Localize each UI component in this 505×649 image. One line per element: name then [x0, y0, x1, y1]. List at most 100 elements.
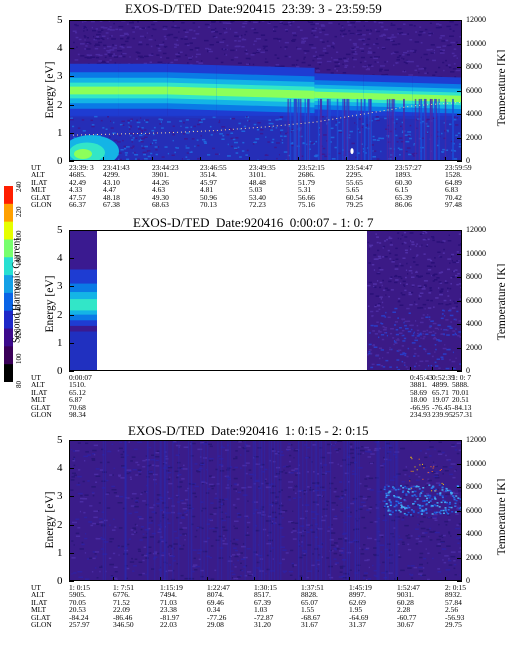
noise-cell	[238, 514, 242, 516]
striation	[348, 440, 351, 581]
noise-cell	[160, 499, 161, 501]
noise-cell	[371, 65, 374, 67]
time-tick-mark	[69, 367, 70, 371]
noise-cell	[404, 500, 407, 502]
striation	[221, 440, 223, 581]
noise-cell	[434, 472, 439, 475]
noise-cell	[319, 447, 323, 449]
noise-cell	[173, 36, 178, 39]
noise-cell	[427, 365, 430, 367]
noise-cell	[227, 560, 233, 562]
emission-cell	[423, 500, 426, 502]
noise-cell	[280, 546, 285, 548]
noise-cell	[221, 138, 225, 140]
noise-cell	[144, 145, 148, 148]
noise-cell	[376, 119, 380, 122]
noise-cell	[338, 538, 343, 540]
striation	[343, 440, 345, 581]
noise-cell	[229, 28, 231, 30]
noise-cell	[175, 454, 180, 456]
noise-cell	[314, 155, 318, 158]
emission-cell	[392, 486, 395, 489]
noise-cell	[349, 443, 353, 445]
noise-cell	[301, 545, 303, 547]
striation	[329, 440, 332, 581]
noise-cell	[442, 490, 447, 493]
orbit-value: -84.13	[452, 402, 472, 412]
noise-cell	[333, 477, 336, 479]
noise-cell	[185, 156, 188, 158]
noise-cell	[242, 566, 246, 568]
noise-cell	[234, 148, 238, 151]
noise-cell	[219, 498, 223, 501]
noise-cell	[328, 526, 330, 528]
noise-cell	[241, 150, 245, 152]
noise-cell	[379, 534, 384, 536]
noise-cell	[234, 141, 238, 144]
noise-cell	[376, 241, 379, 244]
striation	[378, 440, 380, 581]
emission-cell	[395, 500, 398, 503]
emission-cell	[439, 492, 442, 494]
noise-cell	[78, 576, 84, 578]
energy-tick-label: 0	[57, 575, 63, 587]
noise-cell	[119, 152, 122, 154]
noise-cell	[321, 495, 323, 497]
noise-cell	[200, 60, 203, 62]
noise-cell	[338, 63, 341, 65]
temperature-tick-label: 4000	[466, 319, 482, 328]
noise-cell	[316, 494, 321, 496]
emission-cell	[422, 500, 425, 502]
orbit-value: 31.67	[301, 620, 318, 629]
noise-cell	[147, 26, 151, 28]
noise-cell	[162, 467, 168, 469]
noise-cell	[431, 471, 436, 474]
noise-cell	[328, 22, 333, 24]
noise-cell	[271, 448, 275, 450]
noise-cell	[146, 491, 148, 493]
noise-cell	[93, 516, 98, 519]
noise-cell	[411, 284, 415, 286]
noise-cell	[454, 269, 458, 271]
noise-cell	[320, 466, 323, 469]
noise-cell	[404, 524, 409, 527]
noise-cell	[318, 554, 321, 556]
noise-cell	[73, 456, 76, 458]
noise-cell	[149, 536, 154, 538]
emission-cell	[438, 511, 441, 513]
noise-cell	[406, 147, 411, 149]
emission-cell	[420, 492, 423, 494]
noise-cell	[146, 133, 149, 136]
emission-cell	[383, 505, 386, 507]
temperature-tick-label: 12000	[466, 435, 486, 444]
noise-cell	[121, 124, 125, 126]
noise-cell	[265, 482, 269, 485]
noise-cell	[374, 575, 378, 577]
noise-cell	[101, 480, 107, 482]
noise-cell	[160, 539, 164, 541]
noise-cell	[155, 452, 160, 454]
emission-cell	[417, 485, 420, 488]
temperature-tick-label: 4000	[466, 529, 482, 538]
emission-cell	[388, 513, 391, 516]
noise-cell	[394, 268, 399, 270]
striation	[166, 440, 168, 581]
striation	[346, 98, 349, 161]
noise-cell	[341, 559, 347, 561]
noise-cell	[69, 117, 73, 119]
temperature-tick-mark	[457, 253, 462, 255]
noise-cell	[282, 570, 287, 572]
noise-cell	[285, 448, 291, 451]
striation	[354, 440, 356, 581]
noise-cell	[367, 578, 372, 580]
emission-cell	[397, 488, 400, 491]
noise-cell	[433, 336, 436, 339]
noise-cell	[420, 527, 426, 530]
emission-cell	[439, 494, 442, 496]
noise-cell	[246, 116, 248, 118]
noise-cell	[112, 47, 117, 49]
noise-cell	[415, 543, 419, 545]
noise-cell	[396, 366, 398, 369]
noise-cell	[257, 487, 262, 489]
